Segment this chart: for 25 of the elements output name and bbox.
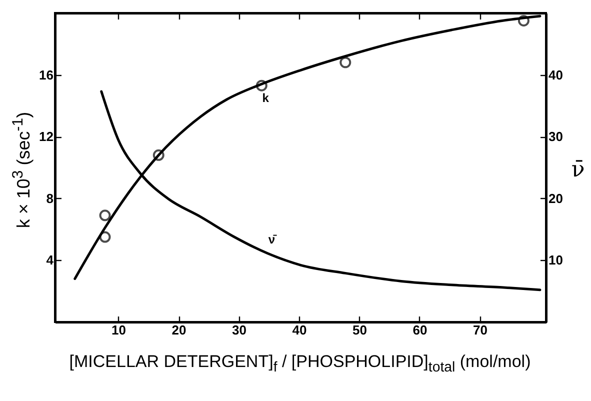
- series-label: ν̄: [268, 232, 277, 246]
- point: [99, 210, 111, 222]
- y2-axis-title: ν̄: [571, 158, 585, 182]
- y2-tick-label: 40: [548, 67, 563, 82]
- y-tick-label: 12: [39, 129, 54, 144]
- x-tick-label: 30: [232, 322, 246, 338]
- y2-tick-label: 30: [548, 129, 563, 144]
- x-tick-label: 50: [352, 322, 367, 338]
- point: [256, 80, 268, 92]
- y-tick-label: 16: [39, 67, 54, 82]
- y2-tick-label: 10: [548, 252, 563, 268]
- x-tick-label: 60: [412, 322, 428, 338]
- series-label: k: [262, 91, 270, 106]
- point: [518, 14, 530, 26]
- y-tick-label: 8: [46, 190, 54, 206]
- x-axis-title: [MICELLAR DETERGENT]$_{f}$ / [PHOSPHOLIPID]$_{total}$ (mol/mol): [68, 352, 532, 376]
- y-tick-label: 4: [46, 252, 54, 268]
- x-tick-label: 20: [172, 322, 186, 338]
- x-tick-label: 40: [292, 322, 307, 338]
- x-tick-label: 10: [112, 322, 126, 338]
- y2-tick-label: 20: [548, 190, 563, 206]
- x-tick-label: 70: [472, 322, 488, 338]
- point: [152, 149, 164, 161]
- point: [340, 56, 352, 68]
- point: [99, 231, 111, 243]
